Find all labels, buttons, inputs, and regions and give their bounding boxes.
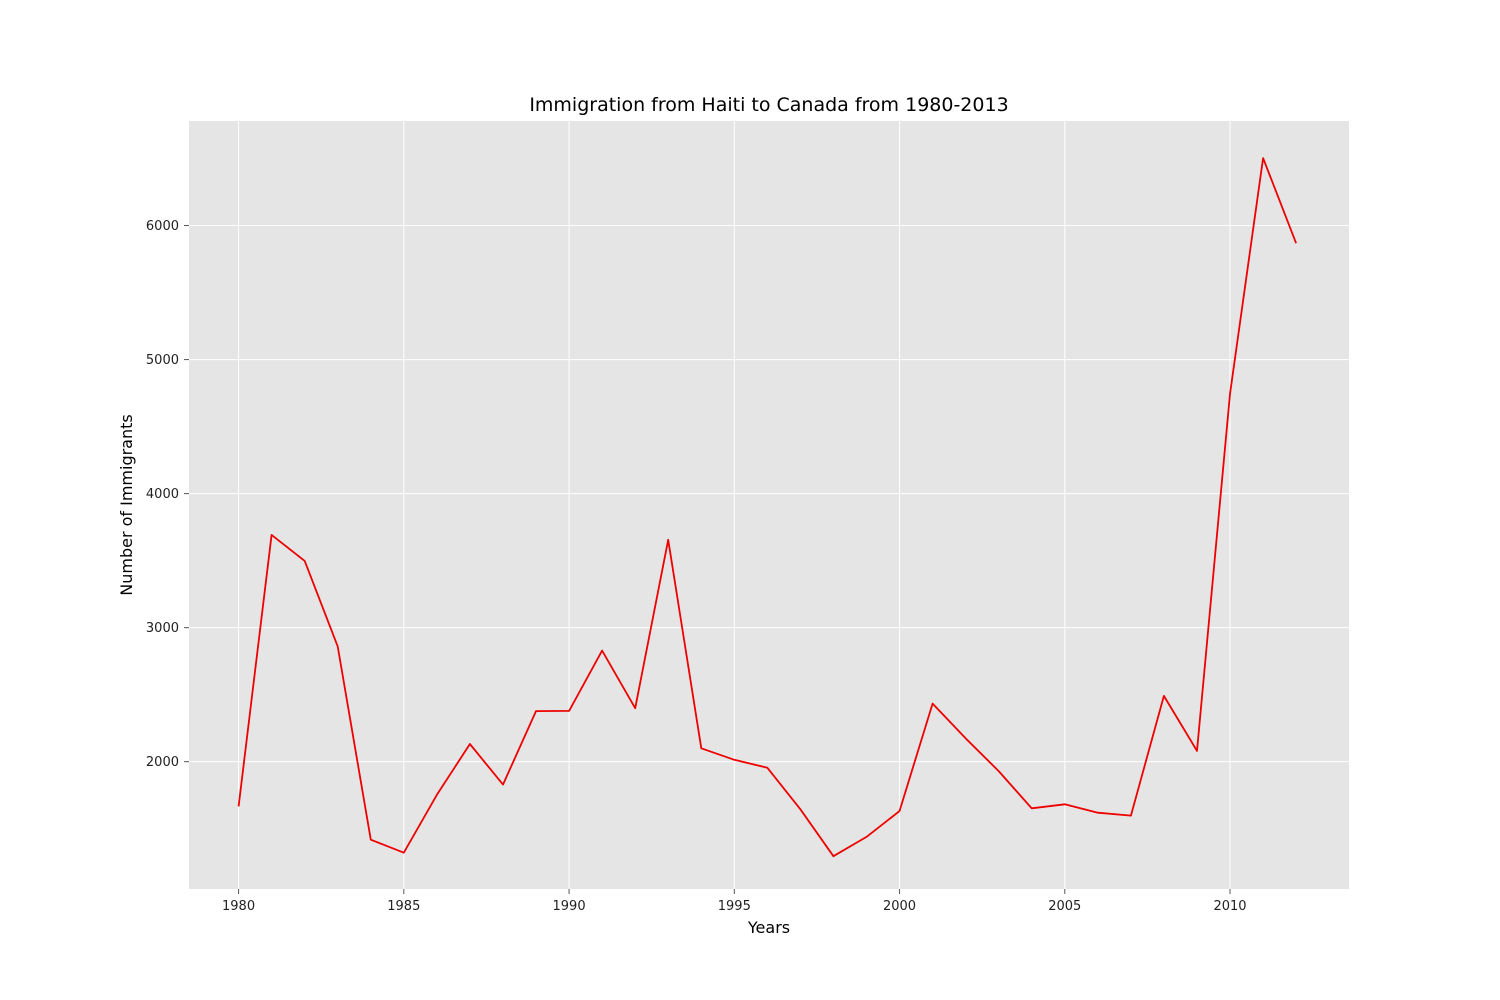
x-tick-label: 2000 <box>883 899 916 914</box>
x-tick-label: 2010 <box>1213 899 1246 914</box>
grid-lines <box>189 121 1349 889</box>
series-line <box>237 157 1297 858</box>
x-tick-label: 1980 <box>222 899 255 914</box>
y-tick-label: 3000 <box>146 621 179 636</box>
y-tick-label: 2000 <box>146 755 179 770</box>
x-tick-label: 1985 <box>387 899 420 914</box>
y-tick-label: 5000 <box>146 353 179 368</box>
y-axis-label: Number of Immigrants <box>117 414 136 596</box>
axis-ticks: 1980 1985 1990 1995 2000 2005 2010 2000 3000 4000… <box>146 219 1247 914</box>
chart-title: Immigration from Haiti to Canada from 19… <box>529 94 1008 116</box>
x-axis-label: Years <box>747 918 790 937</box>
x-tick-label: 1990 <box>553 899 586 914</box>
y-tick-label: 4000 <box>146 487 179 502</box>
x-tick-label: 2005 <box>1048 899 1081 914</box>
x-tick-label: 1995 <box>718 899 751 914</box>
y-tick-label: 6000 <box>146 219 179 234</box>
plot-area <box>189 121 1349 889</box>
series-layer <box>237 157 1297 858</box>
